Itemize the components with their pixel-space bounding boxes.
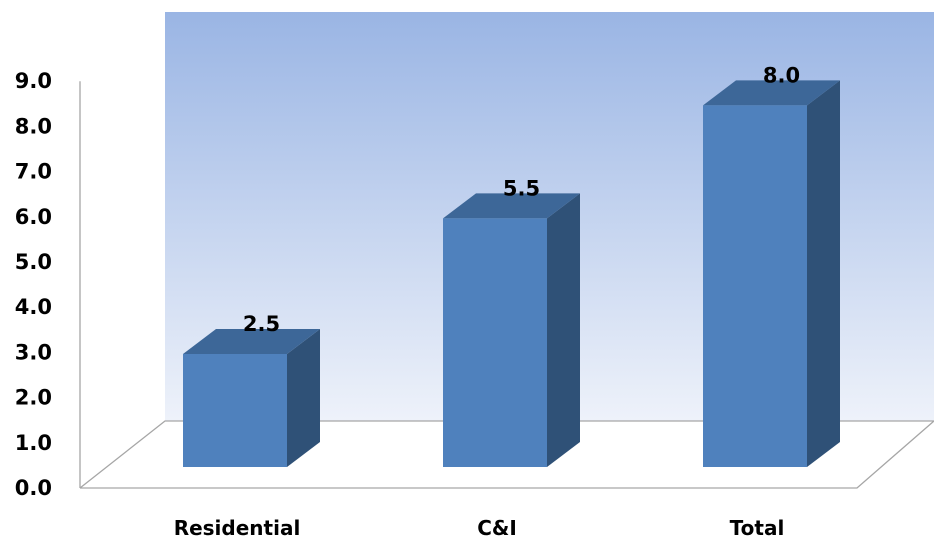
x-category-label: Total xyxy=(730,516,785,538)
y-axis: 0.0 1.0 2.0 3.0 4.0 5.0 6.0 7.0 8.0 9.0 xyxy=(15,69,81,500)
bars-layer xyxy=(183,80,840,468)
y-tick-label: 4.0 xyxy=(15,295,52,319)
y-tick-label: 8.0 xyxy=(15,114,52,138)
y-tick-label: 5.0 xyxy=(15,250,52,274)
labels-layer: 2.5 Residential 5.5 C&I 8.0 Total xyxy=(174,63,800,538)
x-category-label: Residential xyxy=(174,516,301,538)
bar-top xyxy=(183,329,320,354)
data-label: 5.5 xyxy=(503,176,540,200)
floor-outline xyxy=(79,420,934,489)
y-tick-label: 0.0 xyxy=(15,476,52,500)
bar-front xyxy=(183,354,287,467)
bar-top xyxy=(443,193,580,219)
bar-side xyxy=(807,80,840,468)
y-tick-label: 2.0 xyxy=(15,386,52,410)
bar-top xyxy=(703,80,840,106)
y-tick-label: 7.0 xyxy=(15,160,52,184)
bar-front xyxy=(703,105,807,468)
y-tick-label: 9.0 xyxy=(15,69,52,93)
data-label: 2.5 xyxy=(243,312,280,336)
bar-front xyxy=(443,218,547,467)
bar-side xyxy=(287,329,320,467)
bar-residential xyxy=(183,329,320,467)
x-category-label: C&I xyxy=(477,516,517,538)
y-tick-label: 6.0 xyxy=(15,205,52,229)
bar-total xyxy=(703,80,840,468)
y-tick-label: 1.0 xyxy=(15,431,52,455)
data-label: 8.0 xyxy=(763,63,800,87)
bar-c-i xyxy=(443,193,580,467)
bar-side xyxy=(547,193,580,467)
y-tick-label: 3.0 xyxy=(15,340,52,364)
